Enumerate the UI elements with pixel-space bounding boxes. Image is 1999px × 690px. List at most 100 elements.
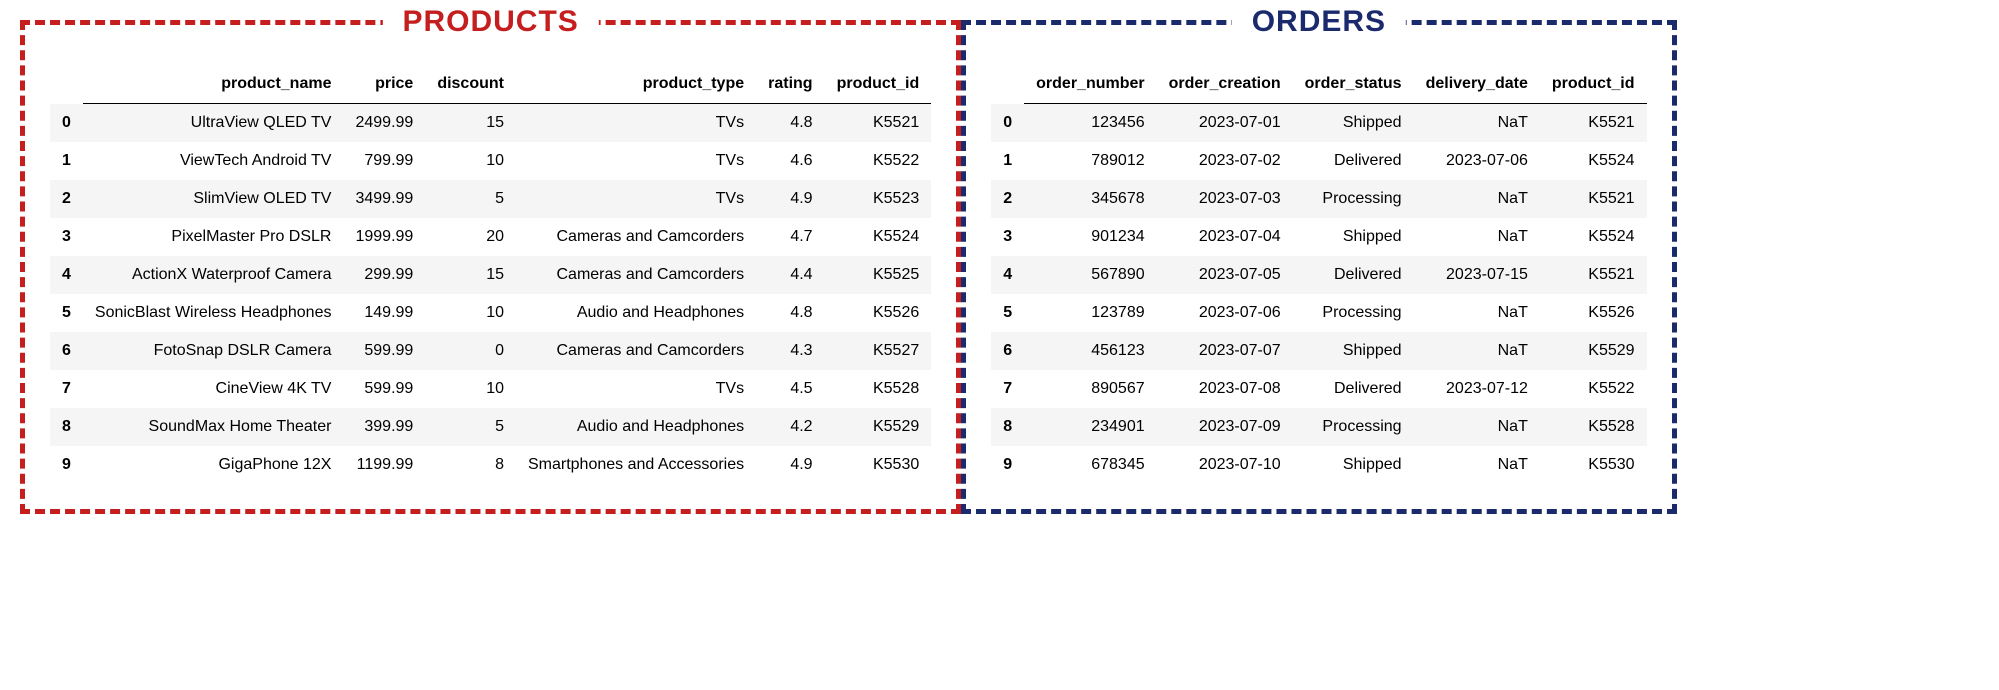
products-idx-header <box>50 65 83 104</box>
cell-product_id: K5524 <box>1540 218 1647 256</box>
orders-col-order_status: order_status <box>1293 65 1414 104</box>
cell-product_id: K5525 <box>825 256 932 294</box>
cell-product_id: K5521 <box>825 104 932 143</box>
cell-rating: 4.4 <box>756 256 824 294</box>
cell-rating: 4.8 <box>756 104 824 143</box>
row-index: 6 <box>991 332 1024 370</box>
row-index: 5 <box>50 294 83 332</box>
table-row: 23456782023-07-03ProcessingNaTK5521 <box>991 180 1646 218</box>
cell-order_creation: 2023-07-08 <box>1157 370 1293 408</box>
row-index: 1 <box>991 142 1024 180</box>
cell-product_id: K5528 <box>825 370 932 408</box>
orders-col-order_number: order_number <box>1024 65 1156 104</box>
cell-order_number: 567890 <box>1024 256 1156 294</box>
table-row: 1ViewTech Android TV799.9910TVs4.6K5522 <box>50 142 931 180</box>
products-title: PRODUCTS <box>382 5 598 39</box>
cell-product_id: K5521 <box>1540 180 1647 218</box>
cell-product_type: Audio and Headphones <box>516 408 756 446</box>
orders-table: order_number order_creation order_status… <box>991 65 1646 484</box>
cell-order_status: Delivered <box>1293 370 1414 408</box>
cell-price: 599.99 <box>343 370 425 408</box>
orders-header-row: order_number order_creation order_status… <box>991 65 1646 104</box>
orders-panel: ORDERS order_number order_creation order… <box>961 20 1676 514</box>
cell-rating: 4.2 <box>756 408 824 446</box>
cell-rating: 4.8 <box>756 294 824 332</box>
cell-order_creation: 2023-07-01 <box>1157 104 1293 143</box>
cell-order_creation: 2023-07-02 <box>1157 142 1293 180</box>
cell-order_status: Shipped <box>1293 332 1414 370</box>
cell-product_id: K5529 <box>825 408 932 446</box>
cell-product_name: SonicBlast Wireless Headphones <box>83 294 344 332</box>
cell-product_name: CineView 4K TV <box>83 370 344 408</box>
cell-product_type: Audio and Headphones <box>516 294 756 332</box>
products-header-row: product_name price discount product_type… <box>50 65 931 104</box>
table-row: 64561232023-07-07ShippedNaTK5529 <box>991 332 1646 370</box>
row-index: 3 <box>50 218 83 256</box>
cell-order_status: Delivered <box>1293 142 1414 180</box>
cell-product_type: Cameras and Camcorders <box>516 332 756 370</box>
cell-delivery_date: 2023-07-15 <box>1414 256 1540 294</box>
row-index: 3 <box>991 218 1024 256</box>
row-index: 1 <box>50 142 83 180</box>
cell-order_creation: 2023-07-09 <box>1157 408 1293 446</box>
table-row: 0UltraView QLED TV2499.9915TVs4.8K5521 <box>50 104 931 143</box>
row-index: 5 <box>991 294 1024 332</box>
table-row: 78905672023-07-08Delivered2023-07-12K552… <box>991 370 1646 408</box>
table-row: 2SlimView OLED TV3499.995TVs4.9K5523 <box>50 180 931 218</box>
cell-price: 1999.99 <box>343 218 425 256</box>
cell-discount: 20 <box>425 218 516 256</box>
row-index: 0 <box>991 104 1024 143</box>
cell-order_status: Processing <box>1293 294 1414 332</box>
row-index: 8 <box>991 408 1024 446</box>
row-index: 6 <box>50 332 83 370</box>
row-index: 4 <box>50 256 83 294</box>
cell-product_type: Cameras and Camcorders <box>516 218 756 256</box>
cell-product_type: TVs <box>516 370 756 408</box>
cell-rating: 4.7 <box>756 218 824 256</box>
cell-order_number: 678345 <box>1024 446 1156 484</box>
table-row: 9GigaPhone 12X1199.998Smartphones and Ac… <box>50 446 931 484</box>
cell-delivery_date: NaT <box>1414 180 1540 218</box>
cell-product_name: PixelMaster Pro DSLR <box>83 218 344 256</box>
cell-product_name: SlimView OLED TV <box>83 180 344 218</box>
cell-order_creation: 2023-07-10 <box>1157 446 1293 484</box>
orders-col-product_id: product_id <box>1540 65 1647 104</box>
cell-product_name: ActionX Waterproof Camera <box>83 256 344 294</box>
cell-rating: 4.5 <box>756 370 824 408</box>
cell-delivery_date: NaT <box>1414 294 1540 332</box>
table-row: 17890122023-07-02Delivered2023-07-06K552… <box>991 142 1646 180</box>
cell-delivery_date: 2023-07-06 <box>1414 142 1540 180</box>
table-row: 82349012023-07-09ProcessingNaTK5528 <box>991 408 1646 446</box>
table-row: 45678902023-07-05Delivered2023-07-15K552… <box>991 256 1646 294</box>
table-row: 6FotoSnap DSLR Camera599.990Cameras and … <box>50 332 931 370</box>
row-index: 9 <box>991 446 1024 484</box>
cell-delivery_date: NaT <box>1414 446 1540 484</box>
cell-delivery_date: NaT <box>1414 104 1540 143</box>
table-row: 5SonicBlast Wireless Headphones149.9910A… <box>50 294 931 332</box>
products-col-rating: rating <box>756 65 824 104</box>
orders-title: ORDERS <box>1232 5 1406 39</box>
cell-product_id: K5527 <box>825 332 932 370</box>
cell-order_number: 890567 <box>1024 370 1156 408</box>
cell-delivery_date: NaT <box>1414 408 1540 446</box>
orders-col-delivery_date: delivery_date <box>1414 65 1540 104</box>
table-row: 8SoundMax Home Theater399.995Audio and H… <box>50 408 931 446</box>
products-col-price: price <box>343 65 425 104</box>
cell-product_id: K5526 <box>1540 294 1647 332</box>
cell-product_id: K5521 <box>1540 104 1647 143</box>
cell-order_status: Delivered <box>1293 256 1414 294</box>
cell-price: 599.99 <box>343 332 425 370</box>
products-table: product_name price discount product_type… <box>50 65 931 484</box>
cell-product_id: K5530 <box>1540 446 1647 484</box>
products-col-product_id: product_id <box>825 65 932 104</box>
cell-price: 399.99 <box>343 408 425 446</box>
cell-product_name: FotoSnap DSLR Camera <box>83 332 344 370</box>
row-index: 7 <box>50 370 83 408</box>
cell-product_id: K5523 <box>825 180 932 218</box>
cell-delivery_date: 2023-07-12 <box>1414 370 1540 408</box>
cell-order_status: Processing <box>1293 180 1414 218</box>
cell-order_creation: 2023-07-05 <box>1157 256 1293 294</box>
cell-order_status: Shipped <box>1293 218 1414 256</box>
products-col-discount: discount <box>425 65 516 104</box>
cell-discount: 10 <box>425 370 516 408</box>
